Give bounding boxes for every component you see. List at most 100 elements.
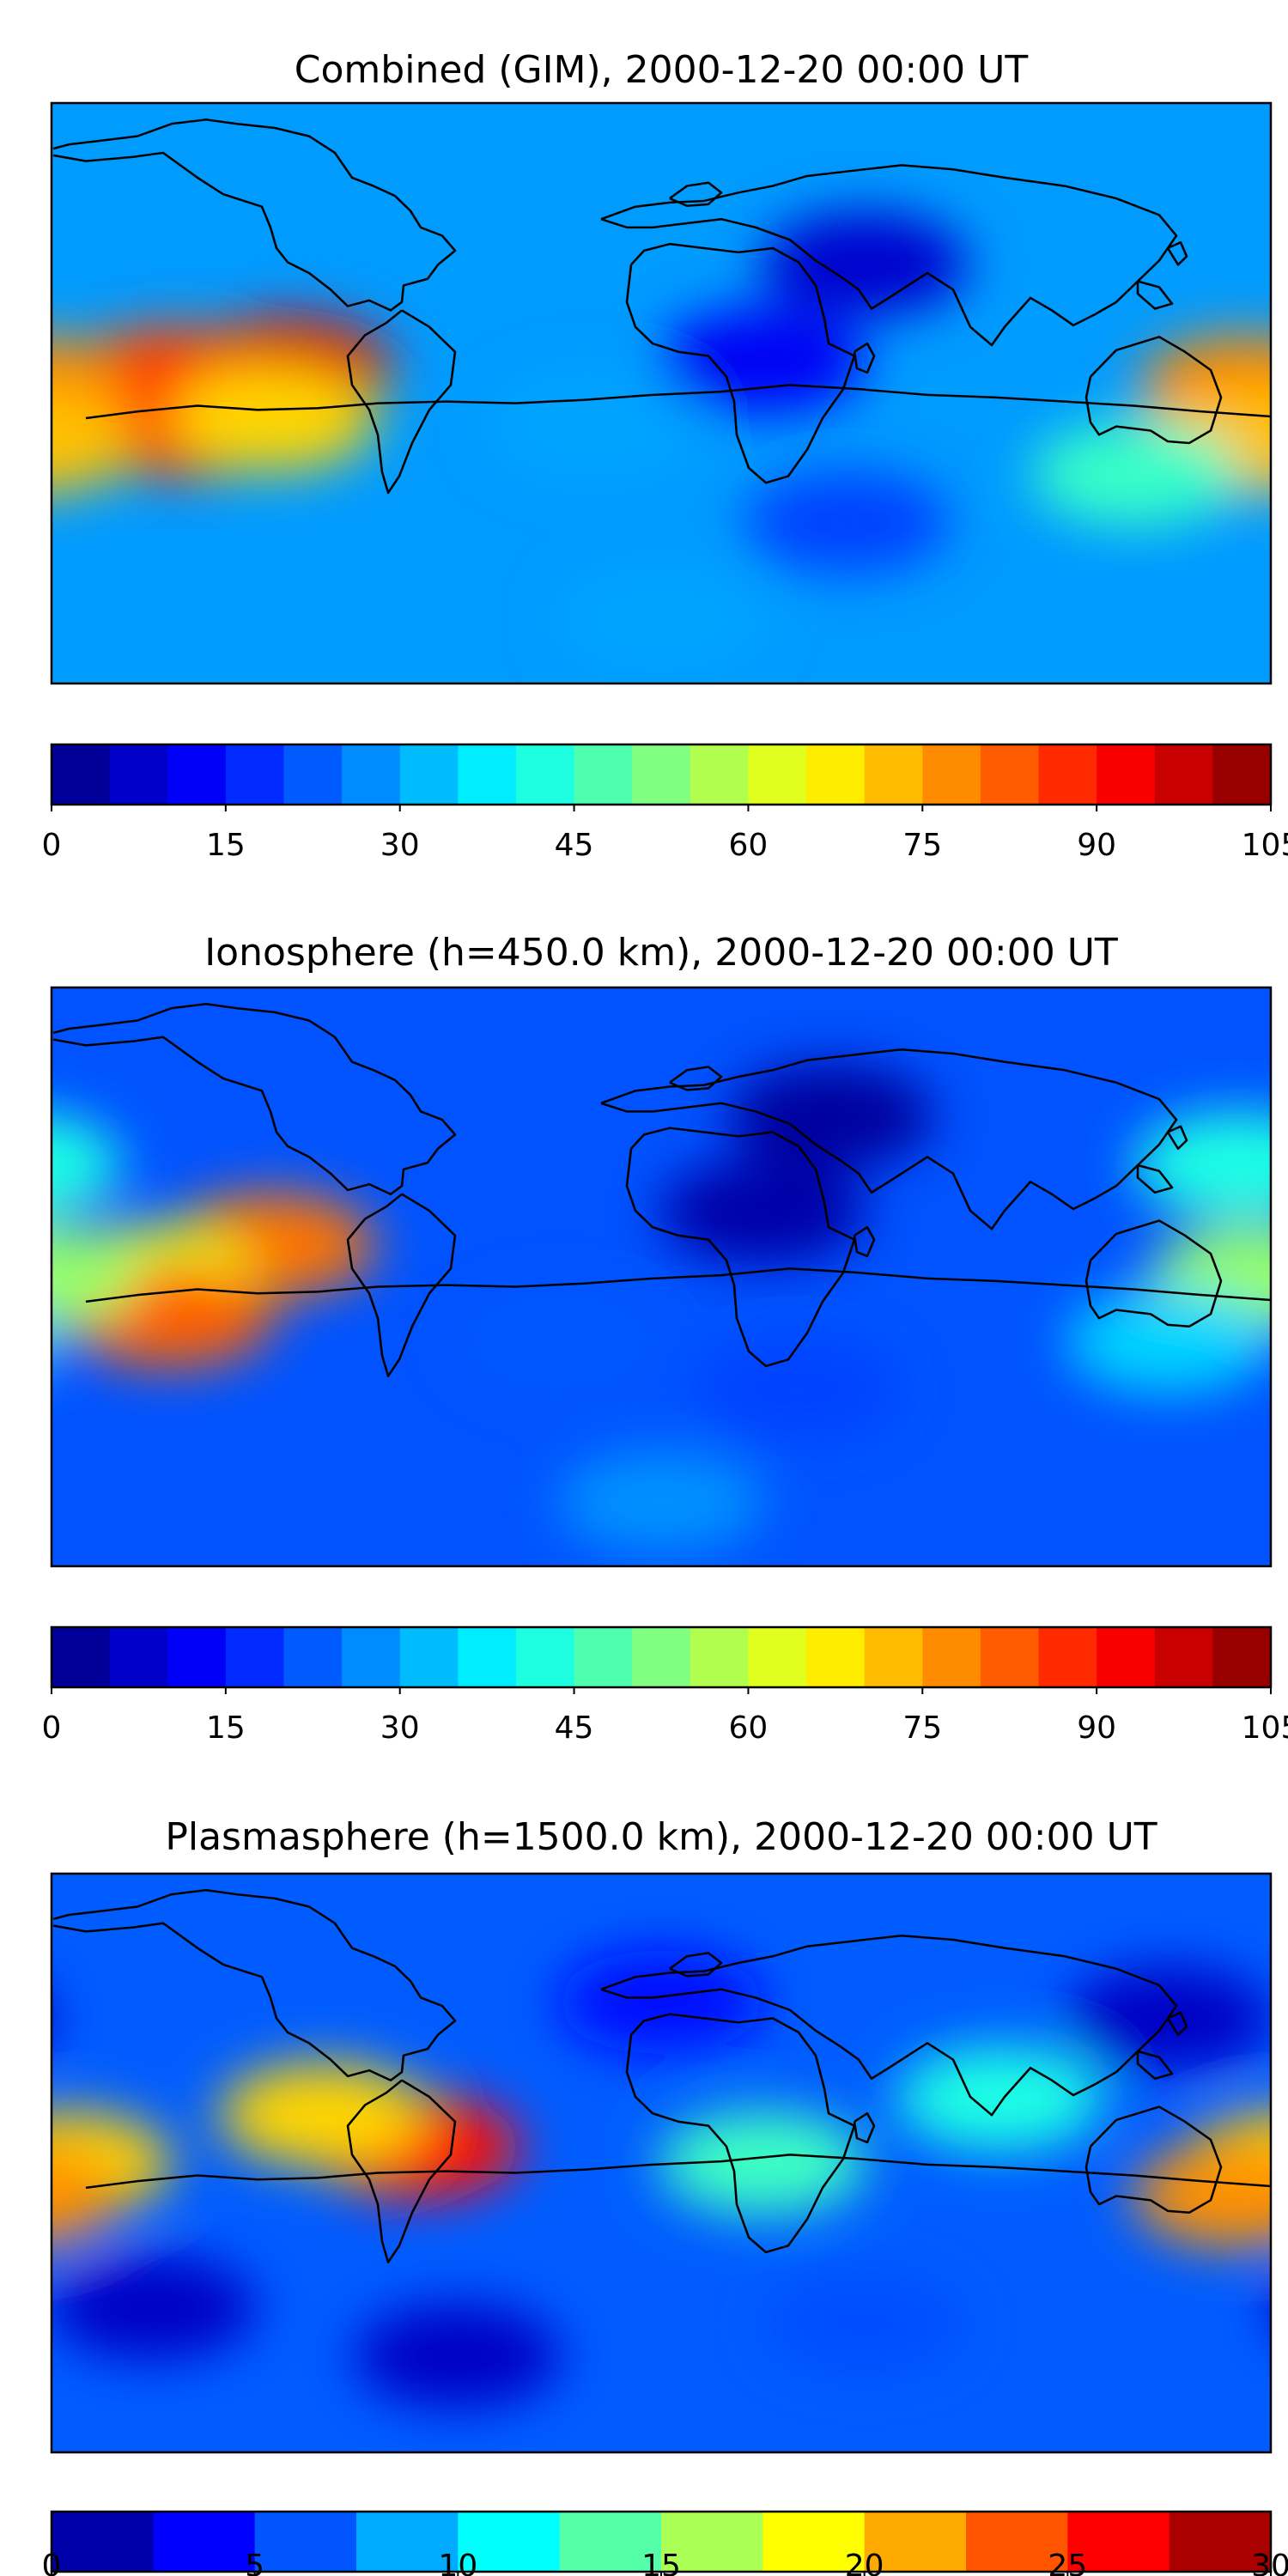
chart-panel: Combined (GIM), 2000-12-20 00:00 UT 0 15 30… xyxy=(42,48,1288,863)
field-feature xyxy=(693,1337,901,1442)
field-feature xyxy=(1031,422,1239,526)
colorbar-tick-label: 30 xyxy=(380,1710,420,1746)
field-feature xyxy=(896,2046,1104,2151)
colorbar-tick-label: 105 xyxy=(1242,828,1288,863)
colorbar-segment xyxy=(1154,1627,1213,1687)
colorbar-segment xyxy=(1212,1627,1272,1687)
colorbar: 0 5 10 15 20 25 30 xyxy=(42,2510,1288,2576)
colorbar-tick-label: 45 xyxy=(555,1710,594,1746)
colorbar-tick-label: 10 xyxy=(438,2549,477,2576)
contour-field xyxy=(52,987,1271,1566)
colorbar: 0 15 30 45 60 75 90 105 xyxy=(42,743,1288,863)
colorbar-tick-label: 60 xyxy=(729,828,769,863)
colorbar-segment xyxy=(922,744,981,805)
colorbar-segment xyxy=(225,744,285,805)
chart-title: Ionosphere (h=450.0 km), 2000-12-20 00:0… xyxy=(204,931,1118,975)
colorbar-segment xyxy=(458,2512,561,2572)
colorbar-tick-label: 90 xyxy=(1077,1710,1116,1746)
colorbar-tick-label: 0 xyxy=(42,2549,62,2576)
colorbar-segment xyxy=(52,2512,154,2572)
colorbar-segment xyxy=(966,2512,1068,2572)
colorbar-segment xyxy=(1154,744,1213,805)
field-feature xyxy=(760,211,969,317)
field-feature xyxy=(52,2146,122,2245)
field-feature xyxy=(167,367,376,471)
field-feature xyxy=(760,2271,969,2376)
colorbar-segment xyxy=(515,1627,575,1687)
colorbar: 0 15 30 45 60 75 90 105 xyxy=(42,1625,1288,1746)
colorbar-segment xyxy=(167,744,227,805)
colorbar-tick-label: 5 xyxy=(245,2549,264,2576)
colorbar-segment xyxy=(1038,744,1097,805)
colorbar-segment xyxy=(690,1627,750,1687)
colorbar-segment xyxy=(283,744,343,805)
field-feature xyxy=(1133,2142,1271,2248)
colorbar-segment xyxy=(225,1627,285,1687)
colorbar-segment xyxy=(980,744,1040,805)
colorbar-frame xyxy=(50,1625,1273,1689)
colorbar-segment xyxy=(806,744,866,805)
map-frame xyxy=(50,1872,1273,2454)
chart-panel: Ionosphere (h=450.0 km), 2000-12-20 00:0… xyxy=(42,931,1288,1746)
field-feature xyxy=(1133,1112,1271,1217)
colorbar-segment xyxy=(574,1627,633,1687)
colorbar-segment xyxy=(515,744,575,805)
field-feature xyxy=(557,567,765,671)
colorbar-tick-label: 60 xyxy=(729,1710,769,1746)
colorbar-tick-label: 90 xyxy=(1077,828,1116,863)
colorbar-segment xyxy=(1038,1627,1097,1687)
colorbar-segment xyxy=(559,2512,662,2572)
colorbar-tick-label: 20 xyxy=(845,2549,884,2576)
field-feature xyxy=(726,1064,934,1169)
colorbar-segment xyxy=(806,1627,866,1687)
colorbar-segment xyxy=(458,744,517,805)
colorbar-segment xyxy=(342,744,401,805)
colorbar-segment xyxy=(1097,1627,1156,1687)
colorbar-segment xyxy=(1212,744,1272,805)
colorbar-segment xyxy=(632,744,691,805)
chart-title: Plasmasphere (h=1500.0 km), 2000-12-20 0… xyxy=(165,1815,1157,1859)
colorbar-tick-label: 30 xyxy=(1251,2549,1288,2576)
colorbar-segment xyxy=(399,1627,459,1687)
field-feature xyxy=(557,1950,765,2055)
chart-title: Combined (GIM), 2000-12-20 00:00 UT xyxy=(295,48,1029,92)
colorbar-segment xyxy=(399,744,459,805)
colorbar-segment xyxy=(574,744,633,805)
colorbar-segment xyxy=(922,1627,981,1687)
colorbar-tick-label: 15 xyxy=(641,2549,681,2576)
colorbar-segment xyxy=(167,1627,227,1687)
field-feature xyxy=(52,2255,257,2360)
colorbar-tick-label: 25 xyxy=(1048,2549,1087,2576)
colorbar-segment xyxy=(690,744,750,805)
colorbar-segment xyxy=(1097,744,1156,805)
colorbar-tick-label: 15 xyxy=(206,1710,246,1746)
field-feature xyxy=(659,308,867,414)
colorbar-segment xyxy=(1067,2512,1170,2572)
map-frame xyxy=(50,986,1273,1568)
colorbar-segment xyxy=(748,1627,807,1687)
colorbar-segment xyxy=(632,1627,691,1687)
colorbar-segment xyxy=(661,2512,763,2572)
field-feature xyxy=(1066,1289,1271,1394)
colorbar-segment xyxy=(254,2512,357,2572)
colorbar-tick-label: 75 xyxy=(902,828,942,863)
field-feature xyxy=(659,2111,867,2215)
contour-field xyxy=(52,1874,1271,2452)
map-frame xyxy=(50,101,1273,685)
field-feature xyxy=(52,1115,122,1214)
colorbar-segment xyxy=(1169,2512,1272,2572)
colorbar-segment xyxy=(109,1627,168,1687)
field-feature xyxy=(52,2008,54,2029)
colorbar-segment xyxy=(52,1627,111,1687)
field-feature xyxy=(489,373,697,478)
colorbar-segment xyxy=(153,2512,256,2572)
colorbar-frame xyxy=(50,743,1273,806)
colorbar-tick-label: 15 xyxy=(206,828,246,863)
chart-panel: Plasmasphere (h=1500.0 km), 2000-12-20 0… xyxy=(42,1815,1288,2576)
colorbar-tick-label: 105 xyxy=(1242,1710,1288,1746)
colorbar-segment xyxy=(748,744,807,805)
field-feature xyxy=(52,1331,54,1352)
colorbar-segment xyxy=(52,744,111,805)
colorbar-tick-label: 45 xyxy=(555,828,594,863)
field-feature xyxy=(52,1225,138,1328)
